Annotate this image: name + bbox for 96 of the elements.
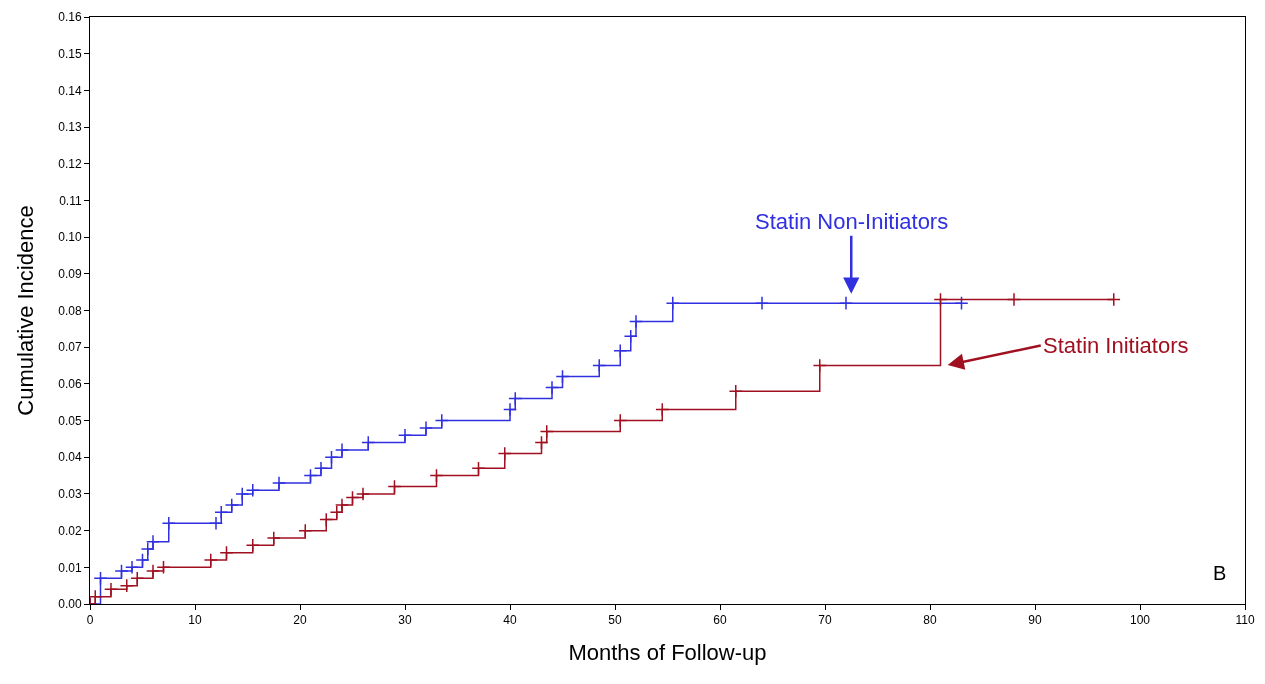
point — [334, 497, 350, 512]
y-tick-label: 0.04 — [58, 450, 82, 465]
y-tick-label: 0.13 — [58, 120, 82, 135]
point — [334, 442, 350, 457]
point — [214, 505, 229, 520]
point — [245, 538, 260, 553]
point — [303, 468, 318, 483]
point — [434, 413, 449, 428]
point — [324, 450, 339, 465]
point — [130, 571, 145, 586]
point — [145, 534, 161, 549]
point — [954, 296, 969, 311]
point — [203, 552, 218, 568]
y-axis-title: Cumulative Incidence — [13, 205, 39, 416]
annotation: Statin Non-Initiators — [755, 209, 949, 234]
x-tick-label: 20 — [293, 613, 307, 628]
point — [623, 329, 638, 344]
point — [135, 552, 150, 568]
y-tick-label: 0.09 — [58, 267, 82, 282]
point — [329, 505, 344, 520]
y-tick-label: 0.08 — [58, 303, 82, 318]
point — [387, 479, 402, 494]
point — [266, 530, 281, 546]
y-tick-label: 0.00 — [58, 597, 82, 612]
point — [613, 413, 628, 428]
point — [1006, 292, 1022, 307]
point — [418, 420, 434, 435]
point — [544, 380, 560, 395]
annotation: Statin Initiators — [1043, 333, 1189, 358]
y-tick-label: 0.11 — [59, 193, 82, 208]
point — [539, 424, 554, 439]
y-tick-label: 0.15 — [58, 46, 82, 61]
x-tick-label: 0 — [86, 613, 94, 628]
point — [1106, 292, 1121, 307]
y-tick-label: 0.06 — [58, 377, 82, 392]
x-tick-label: 30 — [398, 613, 412, 628]
x-tick-label: 110 — [1235, 613, 1255, 628]
point — [161, 516, 176, 531]
point — [140, 541, 155, 557]
point — [271, 475, 287, 490]
point — [665, 296, 680, 311]
point — [754, 296, 770, 311]
point — [592, 358, 607, 373]
y-tick-label: 0.05 — [58, 413, 82, 428]
point — [90, 589, 103, 604]
x-tick-label: 10 — [188, 613, 202, 628]
x-tick-label: 60 — [713, 613, 727, 628]
point — [298, 523, 313, 538]
point — [235, 486, 250, 501]
point — [655, 402, 670, 417]
point — [103, 582, 119, 597]
y-tick-label: 0.10 — [58, 230, 82, 245]
point — [497, 446, 512, 461]
point — [628, 314, 644, 329]
point — [812, 358, 827, 373]
point — [502, 402, 518, 417]
point — [933, 292, 948, 307]
point — [156, 560, 171, 575]
y-tick-label: 0.12 — [58, 156, 82, 171]
point — [429, 468, 444, 483]
y-tick-label: 0.16 — [58, 10, 82, 25]
point — [145, 563, 161, 579]
point — [319, 512, 334, 527]
point — [224, 497, 239, 512]
point — [728, 384, 743, 399]
x-tick-label: 40 — [503, 613, 517, 628]
point — [345, 490, 360, 505]
x-tick-label: 70 — [818, 613, 832, 628]
y-tick-label: 0.14 — [58, 83, 82, 98]
point — [119, 578, 134, 593]
x-tick-label: 50 — [608, 613, 622, 628]
point — [208, 516, 224, 531]
point — [124, 560, 140, 575]
point — [355, 486, 371, 501]
point — [508, 391, 523, 406]
point — [219, 545, 234, 560]
y-tick-label: 0.03 — [58, 487, 82, 502]
y-tick-label: 0.02 — [58, 523, 82, 538]
point — [838, 296, 854, 311]
point — [555, 369, 570, 384]
point — [93, 571, 108, 586]
x-tick-label: 100 — [1129, 613, 1151, 628]
x-axis-title: Months of Follow-up — [568, 640, 767, 666]
point — [114, 563, 129, 579]
point — [361, 435, 376, 450]
point — [534, 435, 549, 450]
point — [471, 461, 486, 476]
x-tick-label: 80 — [923, 613, 937, 628]
y-tick-label: 0.07 — [58, 340, 82, 355]
point — [397, 428, 413, 443]
annotation: B — [1213, 562, 1227, 584]
point — [245, 483, 260, 498]
y-tick-label: 0.01 — [58, 560, 82, 575]
point — [613, 343, 628, 358]
x-tick-label: 90 — [1028, 613, 1042, 628]
point — [313, 461, 329, 476]
